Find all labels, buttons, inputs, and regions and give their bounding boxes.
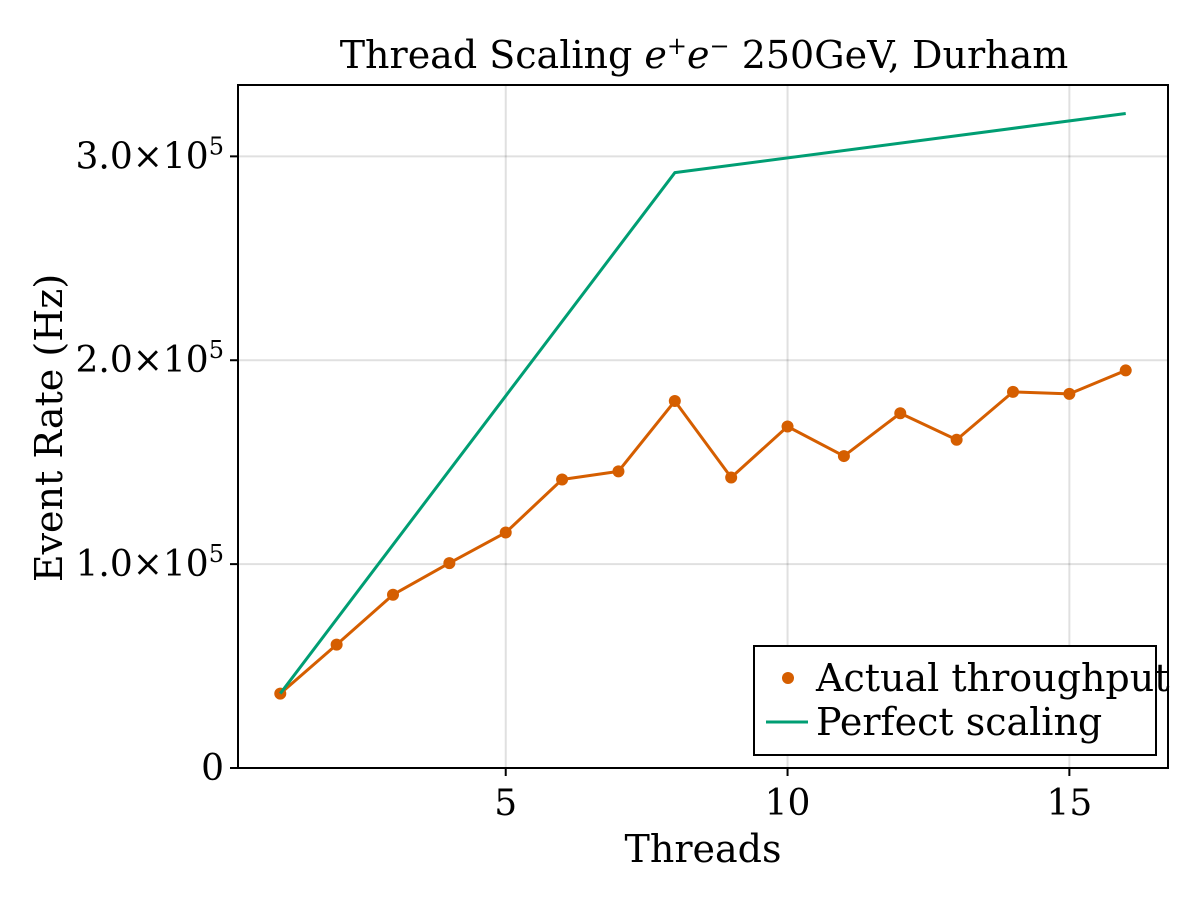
data-point (499, 526, 512, 539)
y-tick-exponent: 5 (209, 540, 224, 568)
y-tick-label: 1.0×105 (75, 540, 224, 585)
legend-label-perfect: Perfect scaling (816, 700, 1102, 744)
y-tick-mantissa: 3.0×10 (75, 136, 208, 177)
y-tick-label: 2.0×105 (75, 336, 224, 381)
data-point (556, 473, 569, 486)
chart-title-prefix: Thread Scaling (340, 33, 645, 77)
legend-marker-actual (782, 672, 794, 684)
data-point (668, 395, 681, 408)
y-axis-label: Event Rate (Hz) (27, 274, 71, 582)
data-point (387, 588, 399, 601)
series-line-1 (279, 112, 1126, 695)
y-tick-mantissa: 1.0×10 (75, 544, 208, 585)
data-point (725, 471, 738, 484)
legend-box (753, 645, 1157, 756)
y-tick-mantissa: 2.0×10 (75, 340, 208, 381)
data-point (894, 407, 907, 420)
y-tick-exponent: 5 (209, 336, 224, 364)
y-tick-label: 3.0×105 (75, 132, 224, 177)
data-point (1119, 364, 1132, 377)
x-tick-label: 5 (494, 783, 517, 824)
data-point (1007, 385, 1019, 398)
y-tick-label: 0 (201, 748, 224, 789)
y-tick-exponent: 5 (209, 132, 224, 160)
chart-title-sup1: + (667, 32, 687, 60)
plot-frame (237, 84, 1169, 769)
chart-title: Thread Scaling e+e− 250GeV, Durham (340, 32, 1069, 77)
data-point (612, 465, 625, 478)
legend: Actual throughput Perfect scaling (753, 645, 1170, 756)
chart-title-e2: e (687, 33, 710, 77)
x-tick-label: 10 (765, 783, 811, 824)
chart-title-suffix: 250GeV, Durham (730, 33, 1069, 77)
series-layer (274, 112, 1132, 700)
data-point (781, 420, 794, 433)
data-point (330, 638, 343, 651)
x-tick-label: 15 (1046, 783, 1092, 824)
legend-label-actual: Actual throughput (815, 656, 1170, 700)
chart-title-e1: e (644, 33, 667, 77)
data-point (837, 450, 850, 463)
series-line-0 (279, 369, 1127, 695)
x-axis-label: Threads (625, 827, 782, 871)
data-point (443, 557, 456, 570)
chart-title-sup2: − (710, 32, 730, 60)
data-point (1063, 387, 1076, 400)
data-point (950, 433, 963, 446)
